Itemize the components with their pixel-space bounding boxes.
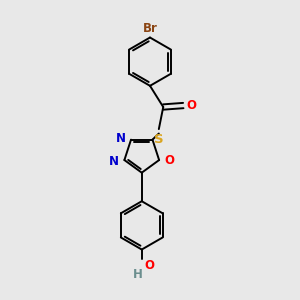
Text: Br: Br	[142, 22, 158, 35]
Text: N: N	[116, 132, 126, 145]
Text: S: S	[154, 133, 164, 146]
Text: N: N	[109, 155, 119, 168]
Text: O: O	[144, 259, 154, 272]
Text: O: O	[164, 154, 174, 167]
Text: H: H	[133, 268, 143, 281]
Text: O: O	[187, 99, 197, 112]
